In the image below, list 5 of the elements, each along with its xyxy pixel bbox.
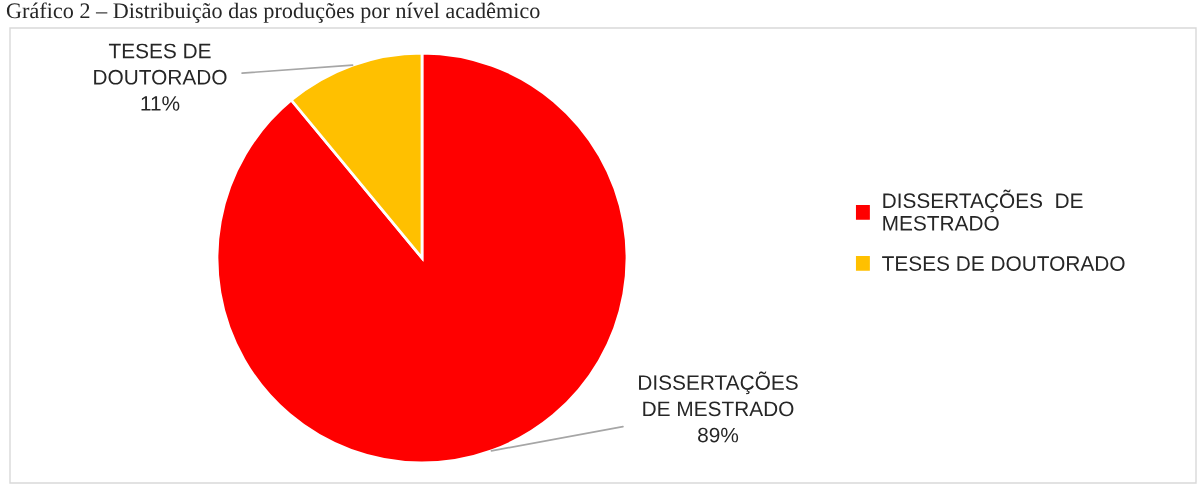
chart-title: Gráfico 2 – Distribuição das produções por nível acadêmico (6, 2, 540, 23)
legend-label: DISSERTAÇÕES DE MESTRADO (883, 189, 1083, 231)
data-label: DISSERTAÇÕES DE MESTRADO 89% (639, 371, 798, 443)
legend-label: TESES DE DOUTORADO (882, 256, 1125, 271)
data-label: TESES DE DOUTORADO 11% (94, 43, 227, 111)
